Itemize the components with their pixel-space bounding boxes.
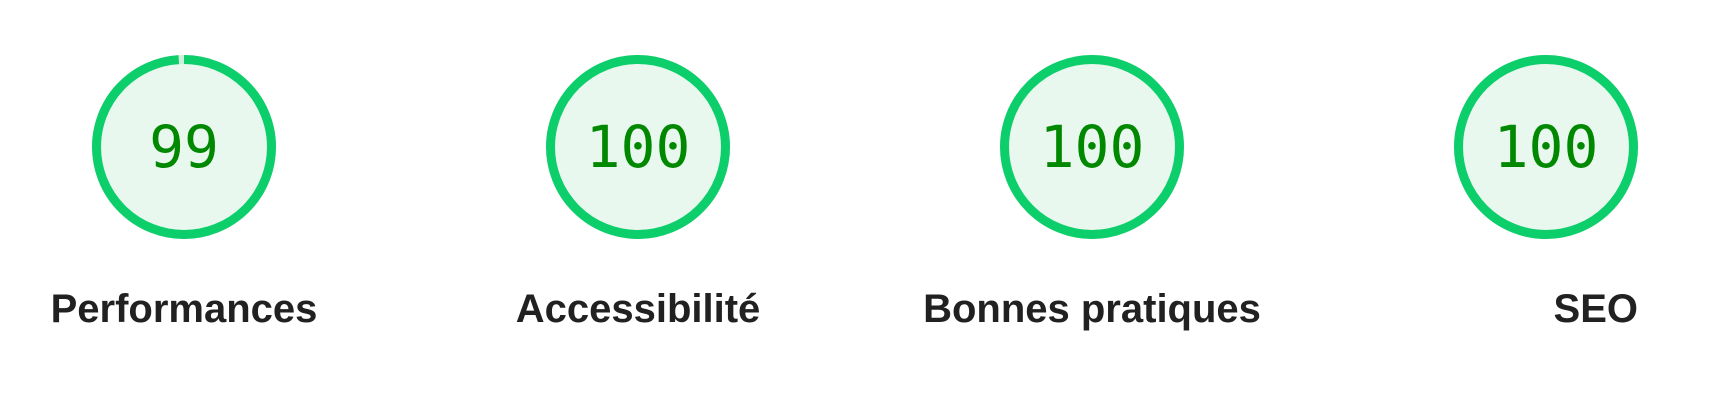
gauge-ring-svg — [546, 55, 730, 239]
gauge-best-practices[interactable]: 100 Bonnes pratiques — [923, 55, 1261, 332]
gauge-performance[interactable]: 99 Performances — [51, 55, 317, 332]
gauge-score: 100 — [1493, 113, 1599, 181]
gauge-ring: 100 — [1454, 55, 1638, 239]
gauge-ring: 99 — [92, 55, 276, 239]
gauge-ring-svg — [1454, 55, 1638, 239]
gauge-score: 100 — [1039, 113, 1145, 181]
gauge-ring: 100 — [546, 55, 730, 239]
gauge-arc — [546, 55, 730, 239]
gauge-ring-svg — [92, 55, 276, 239]
gauge-score: 99 — [149, 113, 219, 181]
gauge-label: Accessibilité — [515, 287, 761, 331]
gauge-ring-svg — [1000, 55, 1184, 239]
gauge-arc — [92, 55, 276, 239]
gauge-label: Bonnes pratiques — [923, 287, 1261, 331]
gauge-arc — [1000, 55, 1184, 239]
gauge-score: 100 — [585, 113, 691, 181]
gauge-label: Performances — [50, 287, 318, 331]
gauge-ring: 100 — [1000, 55, 1184, 239]
gauge-seo[interactable]: 100 SEO — [1454, 55, 1638, 332]
gauge-arc — [1454, 55, 1638, 239]
gauge-accessibility[interactable]: 100 Accessibilité — [516, 55, 760, 332]
gauge-label: SEO — [1553, 287, 1638, 331]
